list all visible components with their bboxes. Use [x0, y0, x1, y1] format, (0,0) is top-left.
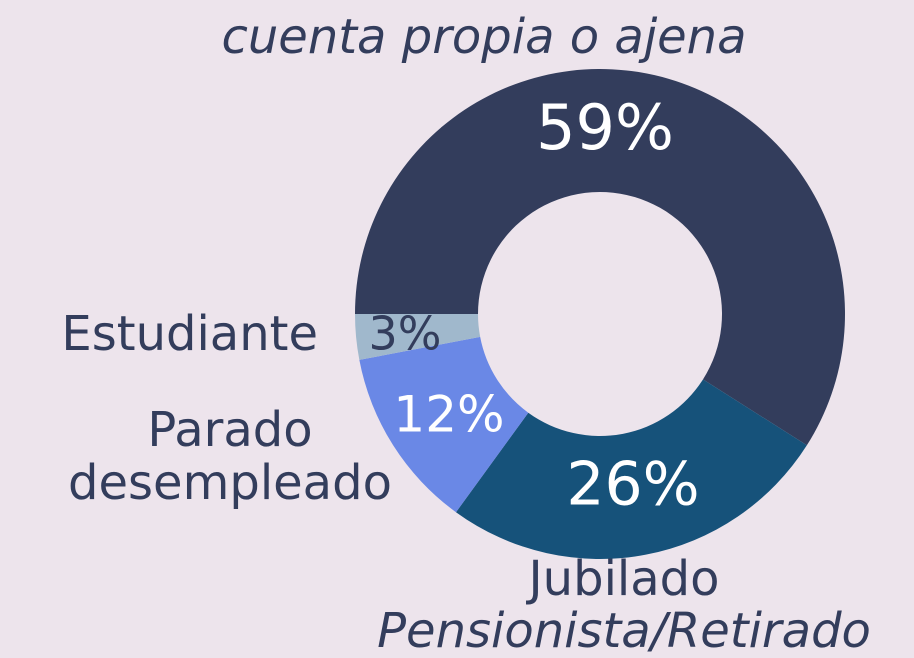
category-label: Estudiante [61, 306, 318, 362]
value-label: 3% [369, 307, 442, 361]
donut-segment [359, 336, 529, 513]
value-label: 59% [536, 91, 674, 164]
category-label: Parado [147, 402, 312, 458]
value-label: 26% [566, 450, 699, 520]
donut-segment [355, 68, 845, 446]
donut-segment [455, 379, 807, 559]
category-label: desempleado [68, 455, 392, 511]
category-label: cuenta propia o ajena [221, 9, 746, 65]
donut-segment [355, 314, 481, 360]
category-label: Jubilado [526, 551, 720, 607]
value-label: 12% [393, 386, 504, 444]
category-label: Pensionista/Retirado [377, 603, 871, 658]
